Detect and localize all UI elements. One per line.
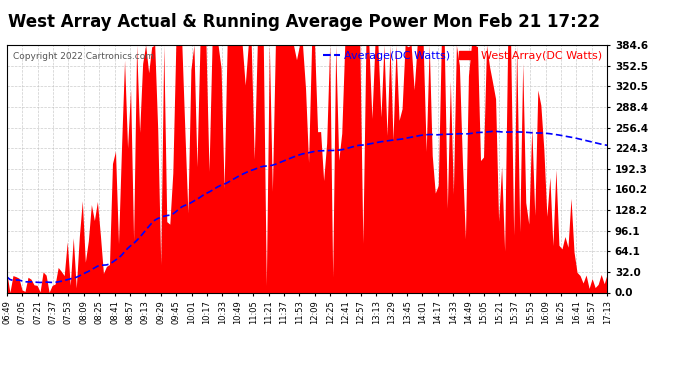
Text: West Array Actual & Running Average Power Mon Feb 21 17:22: West Array Actual & Running Average Powe… <box>8 13 600 31</box>
Text: Copyright 2022 Cartronics.com: Copyright 2022 Cartronics.com <box>13 53 154 62</box>
Legend: Average(DC Watts), West Array(DC Watts): Average(DC Watts), West Array(DC Watts) <box>324 51 602 61</box>
